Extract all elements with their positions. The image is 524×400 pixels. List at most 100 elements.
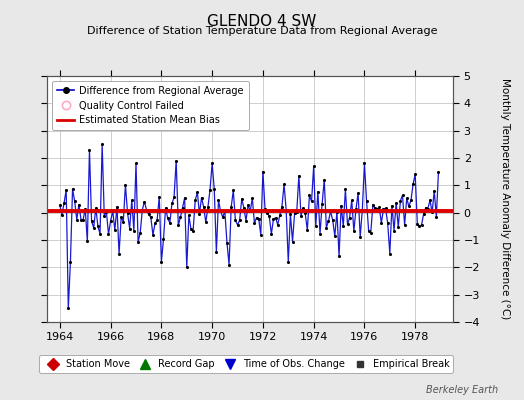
Point — [337, 202, 345, 209]
Point — [381, 205, 390, 212]
Point — [324, 218, 333, 224]
Point — [411, 171, 419, 178]
Point — [284, 259, 292, 265]
Point — [88, 218, 96, 224]
Point — [180, 195, 189, 201]
Point — [153, 216, 161, 223]
Point — [246, 208, 255, 214]
Point — [384, 220, 392, 227]
Point — [204, 204, 212, 210]
Point — [288, 238, 297, 245]
Point — [147, 214, 155, 220]
Point — [151, 220, 159, 227]
Point — [356, 234, 364, 240]
Point — [428, 209, 436, 216]
Point — [56, 202, 64, 208]
Point — [267, 231, 276, 237]
Point — [117, 214, 125, 220]
Point — [113, 204, 121, 210]
Point — [282, 207, 290, 213]
Point — [373, 206, 381, 212]
Point — [210, 186, 219, 192]
Point — [239, 204, 248, 211]
Point — [326, 208, 335, 214]
Point — [96, 231, 104, 237]
Point — [424, 205, 432, 212]
Point — [92, 205, 100, 211]
Point — [312, 223, 320, 230]
Point — [286, 210, 294, 217]
Point — [318, 201, 326, 207]
Point — [235, 217, 244, 224]
Point — [123, 210, 132, 216]
Point — [400, 222, 409, 228]
Point — [83, 238, 92, 245]
Point — [257, 232, 265, 238]
Point — [294, 172, 303, 179]
Point — [244, 202, 252, 208]
Point — [170, 194, 178, 200]
Point — [227, 204, 235, 210]
Point — [242, 218, 250, 224]
Point — [121, 182, 129, 188]
Legend: Difference from Regional Average, Quality Control Failed, Estimated Station Mean: Difference from Regional Average, Qualit… — [52, 81, 248, 130]
Point — [343, 221, 352, 228]
Point — [140, 198, 149, 205]
Point — [392, 200, 400, 206]
Point — [125, 225, 134, 232]
Point — [379, 206, 388, 212]
Point — [360, 160, 368, 167]
Point — [129, 228, 138, 234]
Point — [202, 219, 210, 226]
Point — [413, 221, 421, 227]
Point — [420, 211, 428, 217]
Point — [62, 186, 70, 193]
Point — [331, 233, 339, 239]
Point — [163, 215, 172, 222]
Point — [100, 213, 108, 219]
Point — [225, 262, 233, 268]
Point — [195, 210, 204, 217]
Point — [292, 208, 301, 215]
Point — [166, 220, 174, 226]
Point — [369, 202, 377, 208]
Point — [237, 196, 246, 202]
Point — [248, 195, 257, 201]
Point — [314, 188, 322, 195]
Point — [132, 160, 140, 167]
Point — [299, 205, 307, 211]
Point — [345, 214, 354, 221]
Point — [386, 250, 394, 257]
Point — [274, 222, 282, 228]
Point — [136, 230, 145, 236]
Point — [221, 208, 229, 214]
Point — [329, 217, 337, 224]
Point — [432, 214, 441, 220]
Point — [115, 250, 123, 257]
Text: Berkeley Earth: Berkeley Earth — [425, 385, 498, 395]
Point — [176, 214, 184, 220]
Point — [303, 227, 311, 234]
Point — [206, 186, 214, 193]
Point — [149, 232, 157, 238]
Point — [339, 223, 347, 230]
Point — [276, 212, 284, 218]
Point — [58, 212, 66, 218]
Point — [60, 200, 68, 206]
Point — [191, 197, 200, 204]
Point — [352, 206, 360, 212]
Point — [377, 220, 386, 226]
Point — [127, 197, 136, 204]
Point — [333, 208, 341, 215]
Point — [253, 214, 261, 221]
Point — [193, 189, 202, 196]
Point — [415, 223, 423, 229]
Point — [223, 239, 231, 246]
Point — [422, 204, 430, 211]
Point — [168, 200, 176, 207]
Point — [261, 206, 269, 212]
Point — [278, 203, 286, 210]
Point — [409, 181, 417, 187]
Point — [208, 160, 216, 167]
Point — [259, 168, 267, 175]
